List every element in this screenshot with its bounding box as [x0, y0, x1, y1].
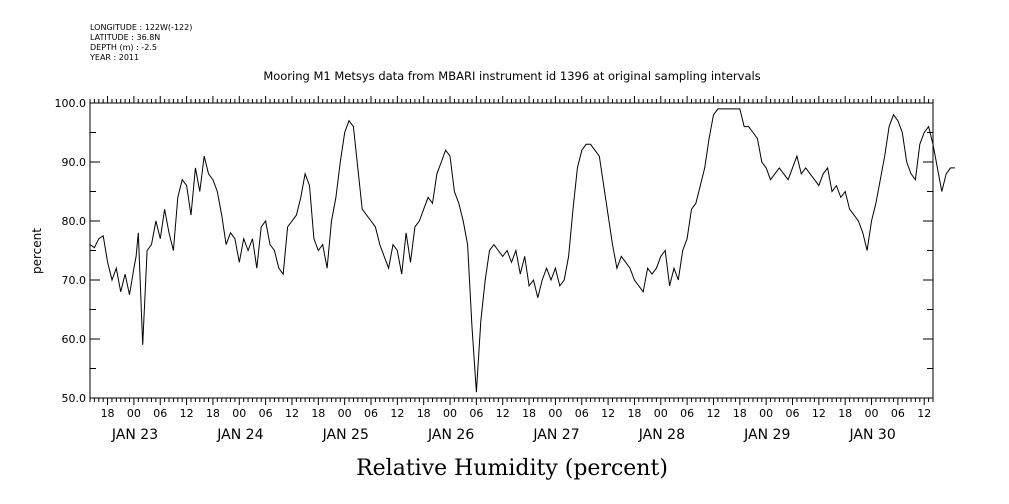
year-text: YEAR : 2011	[89, 53, 139, 62]
x-hour-label: 00	[338, 407, 352, 420]
x-hour-label: 18	[101, 407, 115, 420]
x-hour-label: 06	[364, 407, 378, 420]
y-tick-label: 50.0	[62, 392, 87, 405]
y-tick-label: 90.0	[62, 156, 87, 169]
x-hour-label: 18	[838, 407, 852, 420]
x-hour-label: 12	[390, 407, 404, 420]
y-tick-label: 80.0	[62, 215, 87, 228]
x-hour-label: 18	[417, 407, 431, 420]
x-hour-label: 00	[232, 407, 246, 420]
x-hour-label: 18	[311, 407, 325, 420]
plot-frame	[89, 102, 934, 399]
x-date-label: JAN 27	[532, 427, 579, 443]
metadata-block: LONGITUDE : 122W(-122) LATITUDE : 36.8N …	[89, 23, 192, 62]
y-axis-label: percent	[30, 228, 44, 274]
x-hour-label: 06	[469, 407, 483, 420]
x-hour-label: 18	[522, 407, 536, 420]
axes-group: 50.0 60.0 70.0 80.0 90.0 100.0 18 00 06 12 18 00 06 1…	[55, 96, 934, 443]
x-date-label: JAN 23	[111, 427, 158, 443]
x-date-label: JAN 30	[849, 427, 896, 443]
x-hour-label: 00	[759, 407, 773, 420]
x-hour-label: 06	[153, 407, 167, 420]
x-hour-label: 00	[865, 407, 879, 420]
plot-group	[89, 108, 955, 393]
x-hour-label: 00	[654, 407, 668, 420]
x-hour-label: 06	[259, 407, 273, 420]
x-hour-label: 18	[206, 407, 220, 420]
x-hour-label: 00	[548, 407, 562, 420]
x-hour-label: 12	[917, 407, 931, 420]
x-date-label: JAN 26	[427, 427, 474, 443]
x-hour-label: 18	[627, 407, 641, 420]
rh-series-line	[89, 108, 955, 393]
x-axis-label: Relative Humidity (percent)	[356, 456, 668, 481]
x-hour-label: 12	[601, 407, 615, 420]
x-hour-label: 12	[285, 407, 299, 420]
x-date-label: JAN 29	[743, 427, 790, 443]
x-date-label: JAN 28	[638, 427, 685, 443]
depth-text: DEPTH (m) : -2.5	[90, 43, 157, 52]
chart-title: Mooring M1 Metsys data from MBARI instru…	[263, 69, 760, 83]
x-hour-label: 12	[706, 407, 720, 420]
longitude-text: LONGITUDE : 122W(-122)	[90, 23, 192, 32]
x-hour-label: 00	[127, 407, 141, 420]
x-hour-label: 12	[812, 407, 826, 420]
x-date-label: JAN 25	[322, 427, 369, 443]
x-hour-label: 06	[891, 407, 905, 420]
x-hour-label: 00	[443, 407, 457, 420]
y-tick-label: 60.0	[62, 333, 87, 346]
y-tick-label: 100.0	[55, 97, 87, 110]
x-date-label: JAN 24	[216, 427, 263, 443]
x-hour-label: 12	[496, 407, 510, 420]
latitude-text: LATITUDE : 36.8N	[90, 33, 160, 42]
y-tick-label: 70.0	[62, 274, 87, 287]
x-hour-label: 18	[733, 407, 747, 420]
x-hour-label: 06	[786, 407, 800, 420]
x-hour-label: 06	[575, 407, 589, 420]
x-hour-label: 06	[680, 407, 694, 420]
x-hour-label: 12	[180, 407, 194, 420]
